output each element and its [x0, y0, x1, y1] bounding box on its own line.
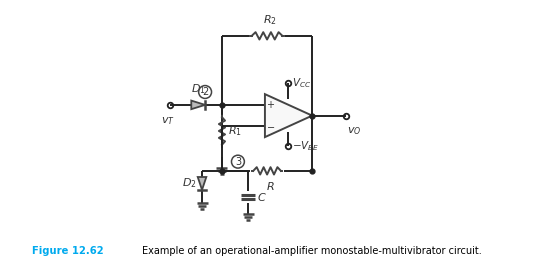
- Text: $R_1$: $R_1$: [228, 124, 242, 138]
- Text: +: +: [266, 100, 274, 110]
- Text: $R_2$: $R_2$: [263, 14, 277, 27]
- Text: Figure 12.62: Figure 12.62: [32, 246, 104, 256]
- Text: $C$: $C$: [257, 191, 266, 203]
- Text: $v_O$: $v_O$: [347, 125, 362, 137]
- Polygon shape: [198, 177, 206, 190]
- Text: 3: 3: [235, 157, 241, 167]
- Text: $V_{CC}$: $V_{CC}$: [292, 77, 311, 90]
- Polygon shape: [191, 101, 205, 109]
- Text: $D_1$: $D_1$: [191, 82, 206, 96]
- Text: Example of an operational-amplifier monostable-multivibrator circuit.: Example of an operational-amplifier mono…: [142, 246, 482, 256]
- Polygon shape: [265, 94, 312, 137]
- Text: $R$: $R$: [266, 180, 274, 192]
- Text: $v_T$: $v_T$: [161, 115, 175, 126]
- Text: 2: 2: [202, 87, 208, 97]
- Text: $-V_{EE}$: $-V_{EE}$: [292, 139, 318, 153]
- Text: $-$: $-$: [266, 121, 275, 131]
- Text: $D_2$: $D_2$: [182, 176, 197, 190]
